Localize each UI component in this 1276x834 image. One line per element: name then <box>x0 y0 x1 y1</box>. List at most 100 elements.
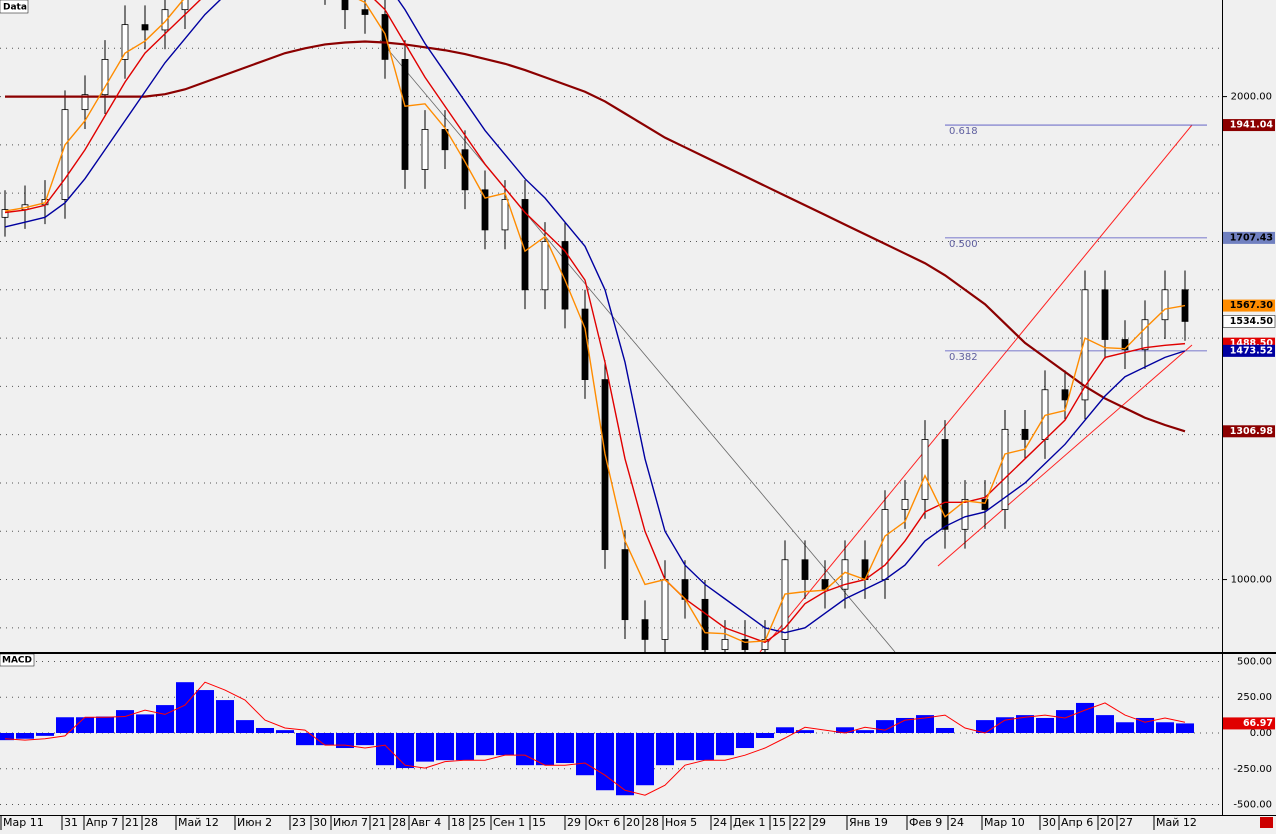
macd-bar <box>316 732 334 746</box>
candle-body <box>1021 428 1029 440</box>
macd-bar <box>216 700 234 733</box>
candle-body <box>921 439 929 500</box>
macd-bar <box>1176 723 1194 733</box>
main-panel <box>0 0 1222 652</box>
x-tick-label: Апр 7 <box>86 816 118 829</box>
candle-body <box>741 639 749 650</box>
candle-body <box>121 24 129 60</box>
macd-bar <box>116 710 134 733</box>
indicator-line <box>5 40 1186 433</box>
y-tick-label: -500.00 <box>1233 800 1272 811</box>
macd-title: MACD <box>2 656 32 666</box>
macd-bar <box>1016 715 1034 733</box>
x-tick-label: 23 <box>292 816 306 829</box>
macd-bar <box>716 732 734 756</box>
candle-body <box>61 109 69 200</box>
macd-bar <box>576 732 594 776</box>
macd-bar <box>496 732 514 756</box>
candle-body <box>101 59 109 96</box>
x-tick-label: Фев 9 <box>909 816 942 829</box>
macd-bar <box>1076 702 1094 733</box>
candle-body <box>1081 289 1089 401</box>
candle-body <box>161 9 169 31</box>
candle-body <box>501 199 509 231</box>
x-tick-label: 15 <box>532 816 546 829</box>
macd-label: 66.97 <box>1243 718 1273 729</box>
price-label: 1534.50 <box>1230 316 1274 327</box>
macd-bar <box>1096 715 1114 733</box>
candle-body <box>901 498 909 510</box>
price-label-box <box>1223 231 1275 244</box>
x-tick-label: 20 <box>1100 816 1114 829</box>
macd-bar <box>676 732 694 761</box>
macd-bar <box>656 732 674 766</box>
y-tick-label: 1000.00 <box>1231 575 1272 586</box>
macd-bar <box>636 732 654 786</box>
macd-bar <box>256 727 274 733</box>
candle-body <box>361 9 369 15</box>
candle-body <box>1 209 9 218</box>
candle-body <box>141 24 149 31</box>
x-tick-label: 27 <box>1119 816 1133 829</box>
x-tick-label: 28 <box>645 816 659 829</box>
channel-lower <box>937 344 1193 567</box>
candle-body <box>341 0 349 11</box>
x-tick-label: 20 <box>626 816 640 829</box>
x-tick-label: Мар 10 <box>984 816 1025 829</box>
price-label-box <box>1222 315 1276 328</box>
macd-bar <box>776 727 794 733</box>
macd-title-box <box>0 653 35 667</box>
macd-bar <box>936 727 954 733</box>
price-label: 1707.43 <box>1230 232 1273 243</box>
macd-bar <box>56 717 74 733</box>
macd-bar <box>296 732 314 746</box>
x-tick-label: 15 <box>772 816 786 829</box>
price-label-box <box>1223 425 1275 438</box>
macd-bar <box>1116 722 1134 733</box>
x-tick-label: Апр 6 <box>1061 816 1093 829</box>
candle-body <box>821 579 829 590</box>
x-tick-label: 18 <box>451 816 465 829</box>
macd-plot <box>0 660 1222 806</box>
candle-body <box>961 498 969 530</box>
x-tick-label: 21 <box>125 816 139 829</box>
x-tick-label: Мар 11 <box>3 816 44 829</box>
corner-button[interactable] <box>1260 817 1273 828</box>
macd-bar <box>1036 717 1054 733</box>
x-tick-label: Авг 4 <box>411 816 441 829</box>
macd-bar <box>696 732 714 761</box>
fib-label: 0.500 <box>949 239 978 250</box>
macd-bar <box>836 727 854 733</box>
title-box <box>0 0 29 14</box>
x-tick-label: Май 12 <box>178 816 219 829</box>
macd-bar <box>616 732 634 796</box>
candle-body <box>401 59 409 170</box>
x-tick-label: Ноя 5 <box>665 816 697 829</box>
candle-body <box>701 598 709 650</box>
macd-bar <box>336 732 354 749</box>
candle-body <box>541 241 549 291</box>
x-tick-label: 30 <box>1042 816 1056 829</box>
candle-body <box>561 241 569 310</box>
x-tick-label: 25 <box>472 816 486 829</box>
trend-line <box>379 39 896 652</box>
x-tick-label: 24 <box>950 816 964 829</box>
x-tick-label: 28 <box>144 816 158 829</box>
macd-bar <box>896 717 914 733</box>
candle-body <box>441 129 449 151</box>
candle-body <box>621 549 629 621</box>
candle-body <box>1141 319 1149 351</box>
macd-bar <box>0 732 14 741</box>
indicator-line <box>4 681 1186 796</box>
macd-bar <box>476 732 494 756</box>
macd-bar <box>16 732 34 739</box>
macd-bar <box>556 732 574 764</box>
x-tick-label: Янв 19 <box>849 816 888 829</box>
price-label: 1306.98 <box>1230 426 1274 437</box>
x-tick-label: Май 12 <box>1156 816 1197 829</box>
x-tick-label: 31 <box>64 816 78 829</box>
candle-body <box>181 0 189 11</box>
macd-bar <box>596 732 614 791</box>
